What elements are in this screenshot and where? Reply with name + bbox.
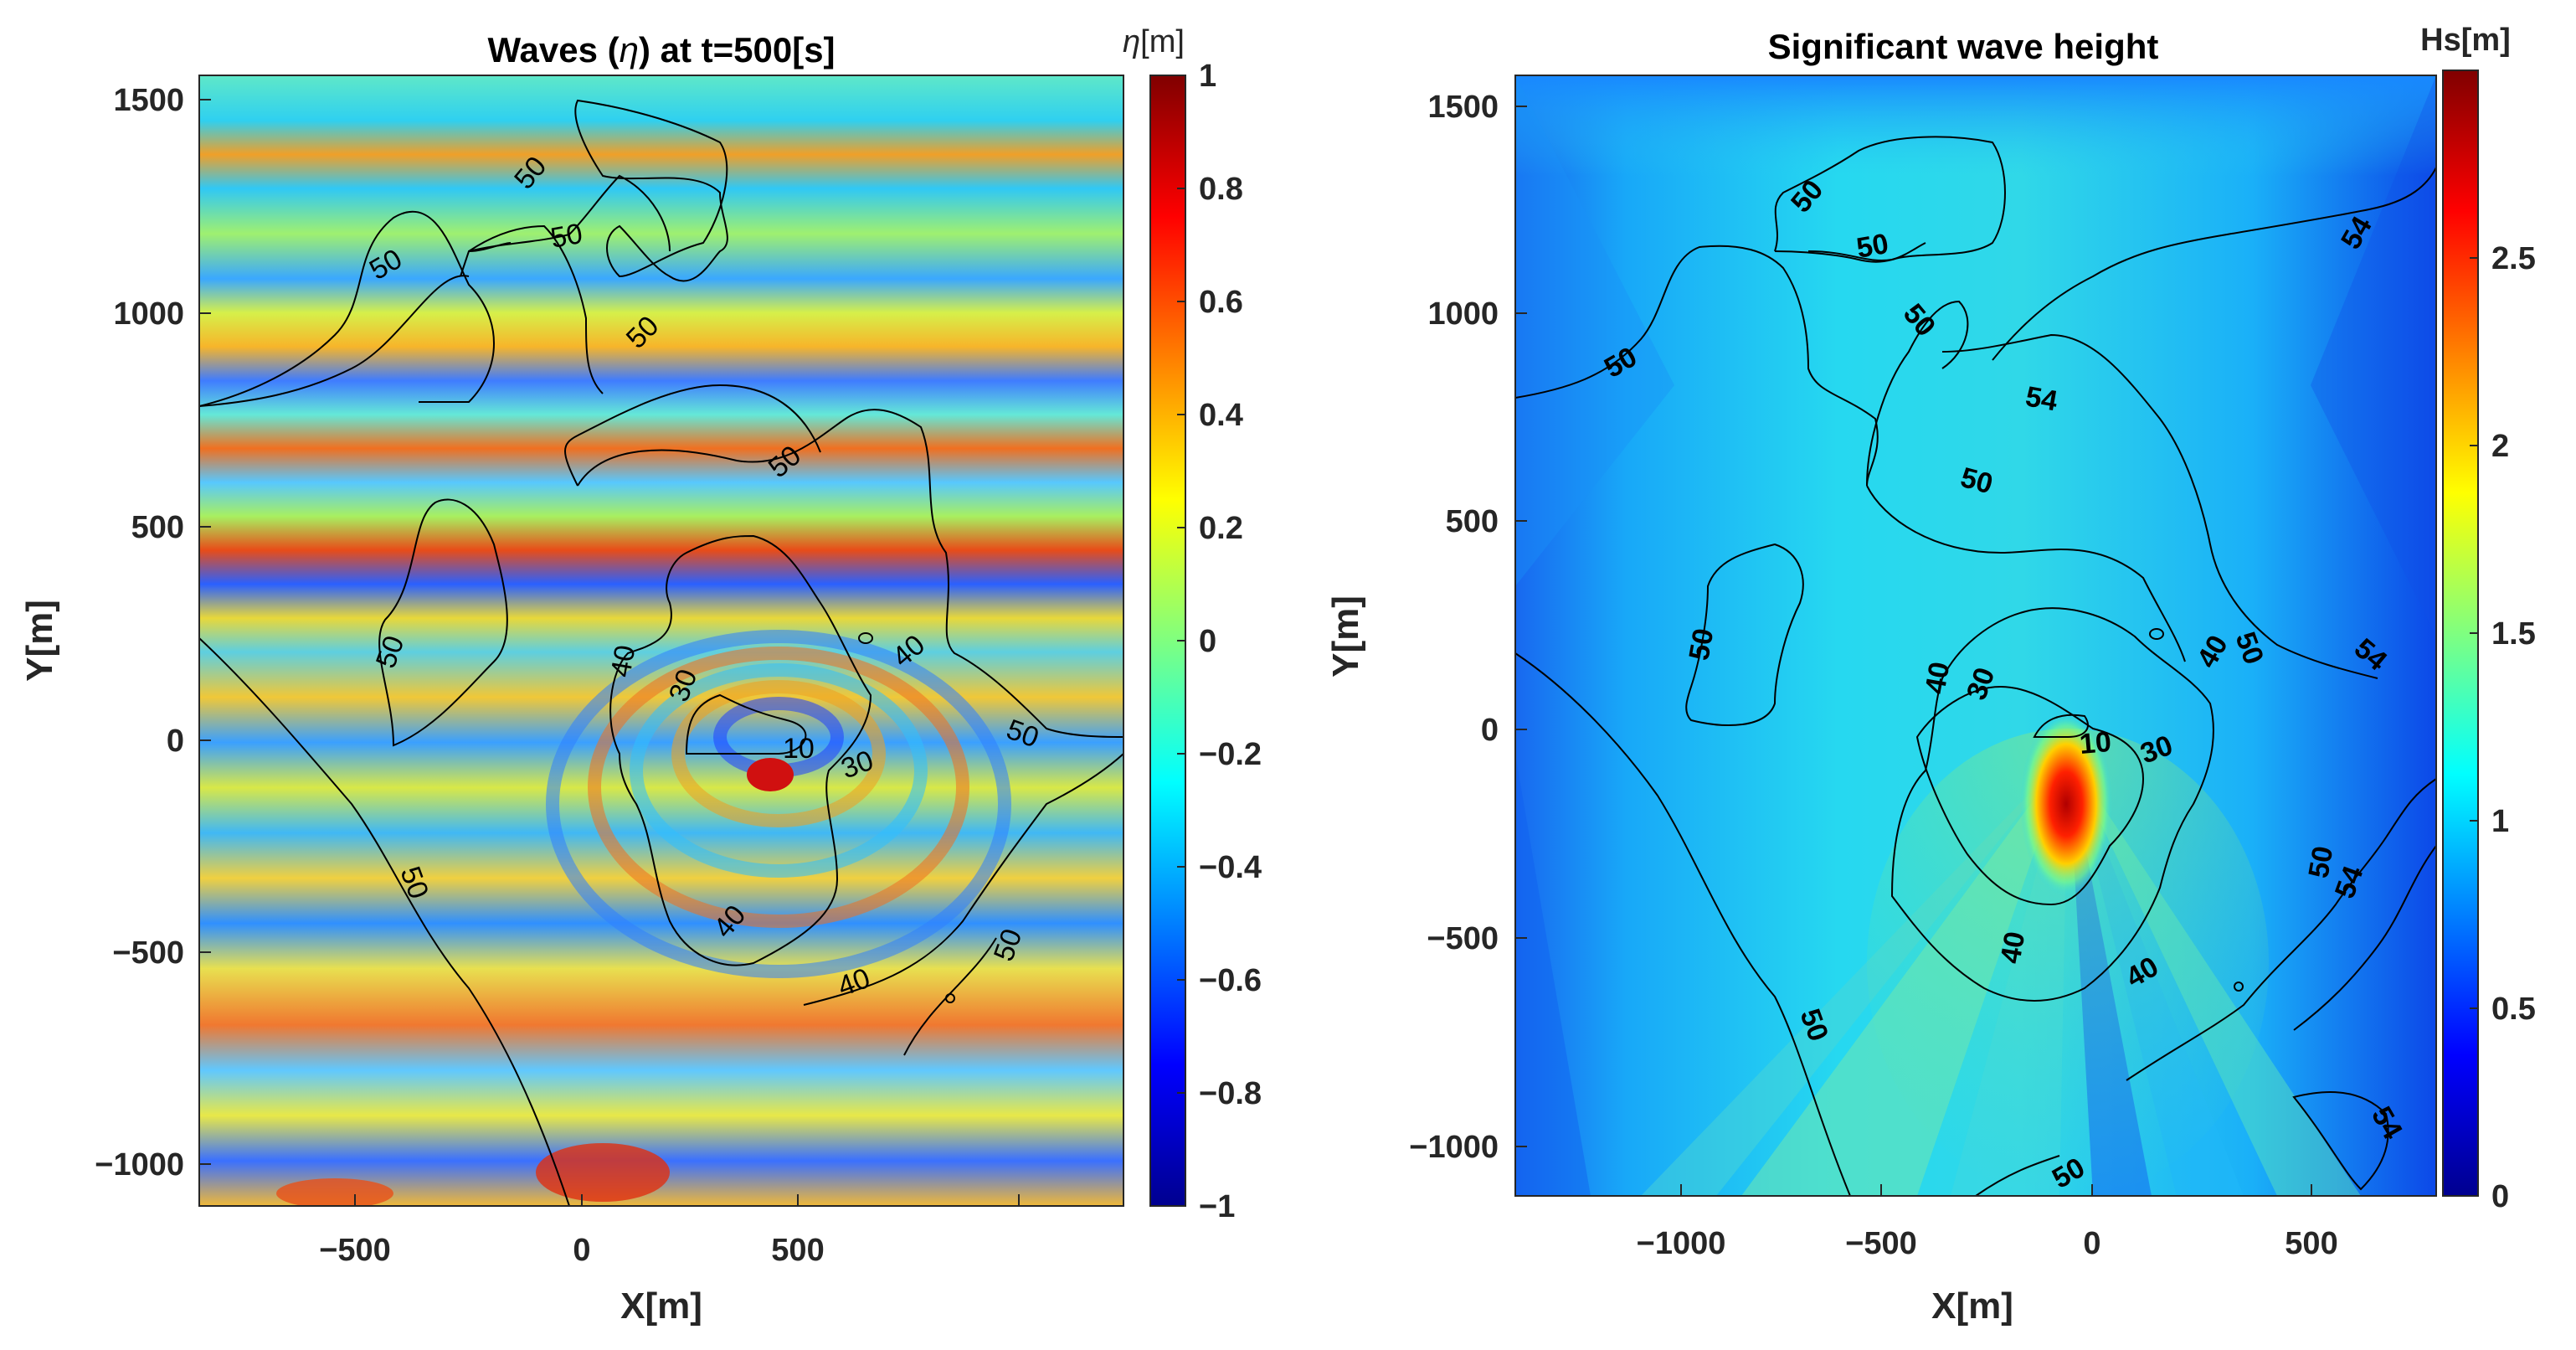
right-heatmap xyxy=(1515,75,2436,1196)
right-chart-title: Significant wave height xyxy=(1768,27,2159,66)
colorbar-tick-label: 0 xyxy=(2491,1179,2509,1214)
contour-label: 40 xyxy=(604,643,641,680)
colorbar-tick-label: 0 xyxy=(1199,624,1216,659)
tick-label: −500 xyxy=(1845,1226,1917,1261)
tick-label: 0 xyxy=(167,724,184,759)
right-colorbar-label: Hs[m] xyxy=(2420,23,2511,58)
colorbar-tick-label: 0.6 xyxy=(1199,285,1243,320)
right-axes-frame xyxy=(1514,75,2437,1197)
contour-label: 10 xyxy=(783,733,815,765)
tick-label: −1000 xyxy=(1637,1226,1726,1261)
tick-label: 500 xyxy=(2285,1226,2337,1261)
right-yticks: −1000 −500 0 500 1000 1500 xyxy=(1409,90,1527,1165)
left-xlabel: X[m] xyxy=(620,1286,702,1327)
contour-label: 50 xyxy=(1854,228,1891,265)
right-xticks: −1000 −500 0 500 xyxy=(1637,1184,2338,1261)
right-colorbar: Hs[m] 0 0.5 1 1.5 2 2.5 xyxy=(2420,23,2536,1214)
tick-label: 0 xyxy=(1481,713,1499,748)
colorbar-tick-label: 0.4 xyxy=(1199,398,1243,433)
tick-label: 500 xyxy=(1446,504,1499,539)
tick-label: 1000 xyxy=(113,296,184,332)
colorbar-tick-label: −1 xyxy=(1199,1189,1235,1224)
left-ylabel: Y[m] xyxy=(19,600,60,682)
right-contours xyxy=(1515,136,2436,1196)
tick-label: −500 xyxy=(319,1233,391,1268)
contour-label: 40 xyxy=(1919,660,1956,697)
colorbar-tick-label: −0.2 xyxy=(1199,737,1262,772)
colorbar-tick-label: −0.8 xyxy=(1199,1076,1262,1111)
left-chart-title: Waves (η) at t=500[s] xyxy=(487,30,835,70)
contour-label: 40 xyxy=(1994,930,2031,966)
colorbar-tick-label: 0.5 xyxy=(2491,992,2536,1027)
colorbar-tick-label: 0.8 xyxy=(1199,172,1243,207)
contour-label: 10 xyxy=(2078,726,2112,760)
tick-label: 1000 xyxy=(1427,296,1499,332)
left-contours xyxy=(199,99,1123,1206)
colorbar-tick-label: 2.5 xyxy=(2491,241,2536,276)
tick-label: 0 xyxy=(2083,1226,2100,1261)
right-chart: Significant wave height xyxy=(1325,23,2536,1327)
colorbar-tick-label: −0.6 xyxy=(1199,963,1262,998)
left-yticks: −1000 −500 0 500 1000 1500 xyxy=(95,83,211,1183)
contour-label: 54 xyxy=(2023,380,2060,417)
tick-label: −500 xyxy=(112,935,184,971)
left-heatmap xyxy=(199,75,1123,1206)
left-axes-frame xyxy=(198,75,1124,1207)
left-colorbar-label: η[m] xyxy=(1123,24,1185,59)
tick-label: 0 xyxy=(573,1233,590,1268)
right-ylabel: Y[m] xyxy=(1325,595,1366,678)
tick-label: −500 xyxy=(1427,921,1499,956)
left-chart: Waves (η) at t=500[s] xyxy=(19,24,1262,1327)
contour-label: 50 xyxy=(548,218,585,255)
colorbar-tick-label: 2 xyxy=(2491,429,2509,464)
colorbar-tick-label: 1 xyxy=(2491,804,2509,839)
colorbar-tick-label: 1 xyxy=(1199,59,1216,94)
tick-label: 500 xyxy=(131,510,184,545)
tick-label: −1000 xyxy=(95,1147,184,1183)
colorbar-tick-label: 0.2 xyxy=(1199,511,1243,546)
colorbar-tick-label: 1.5 xyxy=(2491,616,2536,652)
contour-label: 50 xyxy=(2302,844,2339,881)
left-xticks: −500 0 500 xyxy=(319,1194,1020,1268)
tick-label: −1000 xyxy=(1409,1130,1499,1165)
contour-label: 50 xyxy=(1683,626,1720,663)
right-xlabel: X[m] xyxy=(1931,1286,2013,1327)
tick-label: 500 xyxy=(771,1233,824,1268)
colorbar-tick-label: −0.4 xyxy=(1199,850,1262,885)
left-colorbar: η[m] −1 −0.8 −0.6 −0.4 −0.2 0 0.2 0.4 0.6 0.8 1 xyxy=(1123,24,1262,1224)
tick-label: 1500 xyxy=(113,83,184,118)
tick-label: 1500 xyxy=(1427,90,1499,125)
